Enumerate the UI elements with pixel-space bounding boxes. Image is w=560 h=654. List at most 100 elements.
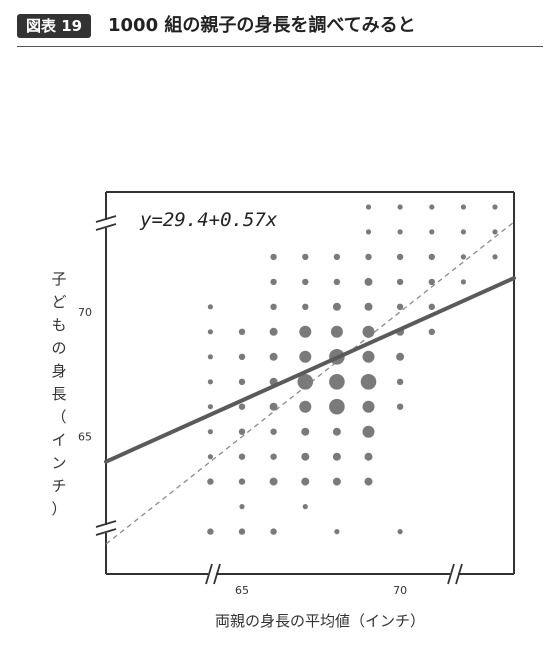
data-point	[329, 374, 345, 390]
data-point	[207, 478, 214, 485]
data-point	[334, 529, 340, 535]
data-point	[207, 454, 213, 460]
data-point	[364, 302, 373, 311]
data-point	[460, 279, 466, 285]
data-point	[302, 504, 308, 510]
tick-labels: 65 70 65 70	[78, 306, 407, 597]
data-point	[364, 477, 373, 486]
x-axis-break-right	[447, 563, 463, 585]
data-point	[297, 374, 314, 390]
data-point	[301, 427, 310, 436]
data-point	[270, 428, 277, 435]
data-point	[270, 303, 277, 310]
data-point	[332, 302, 341, 311]
data-point	[396, 278, 404, 286]
data-point	[364, 277, 373, 286]
data-point	[364, 452, 373, 461]
data-point	[301, 477, 310, 486]
y-axis-break-bottom	[95, 520, 117, 536]
data-point	[239, 504, 245, 510]
data-point	[238, 353, 246, 360]
reference-line	[105, 221, 515, 545]
data-point	[238, 378, 246, 385]
data-point	[299, 325, 312, 338]
data-point	[396, 352, 405, 361]
figure-number-badge: 図表 19	[17, 14, 92, 38]
regression-equation: y=29.4+0.57x	[140, 209, 278, 231]
data-point	[460, 229, 466, 235]
data-point	[362, 325, 375, 338]
data-point	[269, 402, 278, 411]
data-point	[238, 528, 246, 535]
data-point	[270, 528, 277, 535]
data-point	[429, 204, 435, 210]
data-point	[269, 327, 278, 336]
data-point	[238, 428, 246, 435]
data-point	[302, 303, 309, 310]
data-point	[207, 329, 213, 335]
data-point	[332, 452, 341, 461]
data-point	[270, 278, 277, 286]
data-point	[397, 229, 403, 235]
data-point	[238, 328, 246, 335]
data-point	[428, 278, 435, 286]
data-point	[333, 253, 341, 261]
data-point	[365, 204, 372, 210]
data-point	[207, 528, 214, 535]
data-point	[333, 278, 341, 286]
data-point	[270, 253, 277, 261]
data-point	[460, 204, 466, 210]
data-point	[362, 400, 375, 413]
data-point	[428, 303, 435, 310]
data-point	[396, 303, 404, 310]
data-point	[207, 304, 213, 310]
data-point	[270, 453, 277, 460]
x-axis-break-left	[205, 563, 221, 585]
data-point	[492, 204, 498, 210]
data-point	[329, 398, 345, 415]
data-point	[397, 204, 403, 210]
chart-marks	[104, 204, 516, 545]
data-point	[207, 354, 213, 360]
data-point	[269, 352, 278, 361]
data-point	[397, 529, 403, 535]
data-point	[365, 253, 372, 261]
data-point	[396, 378, 404, 385]
data-point	[207, 379, 213, 385]
data-point	[365, 229, 372, 235]
data-point	[429, 229, 435, 235]
data-point	[396, 403, 404, 410]
figure-title: 1000 組の親子の身長を調べてみると	[108, 15, 416, 36]
y-tick-label: 70	[78, 306, 92, 319]
data-point	[269, 477, 278, 486]
data-point	[428, 253, 435, 261]
data-point	[492, 229, 498, 235]
data-point	[428, 328, 435, 335]
data-point	[299, 350, 312, 363]
data-point	[360, 374, 377, 390]
data-point	[362, 425, 375, 438]
data-point	[332, 477, 341, 486]
x-tick-label: 70	[393, 584, 407, 597]
data-point	[238, 453, 246, 460]
data-point	[207, 429, 213, 435]
data-point	[362, 350, 375, 363]
data-point	[207, 404, 213, 410]
x-tick-label: 65	[235, 584, 249, 597]
data-point	[302, 278, 309, 286]
data-point	[301, 452, 310, 461]
data-point	[460, 254, 466, 260]
data-point	[332, 427, 341, 436]
data-point	[302, 253, 309, 261]
x-axis-label: 両親の身長の平均値（インチ）	[214, 612, 425, 630]
data-point	[299, 400, 312, 413]
data-point	[330, 325, 343, 338]
y-axis-label: 子どもの身長（インチ）	[51, 270, 67, 518]
regression-line	[104, 276, 516, 464]
figure-header: 図表 19 1000 組の親子の身長を調べてみると	[17, 12, 543, 47]
data-point	[238, 478, 246, 485]
data-point	[492, 254, 498, 260]
y-tick-label: 65	[78, 431, 92, 444]
y-axis-break-top	[95, 215, 117, 231]
